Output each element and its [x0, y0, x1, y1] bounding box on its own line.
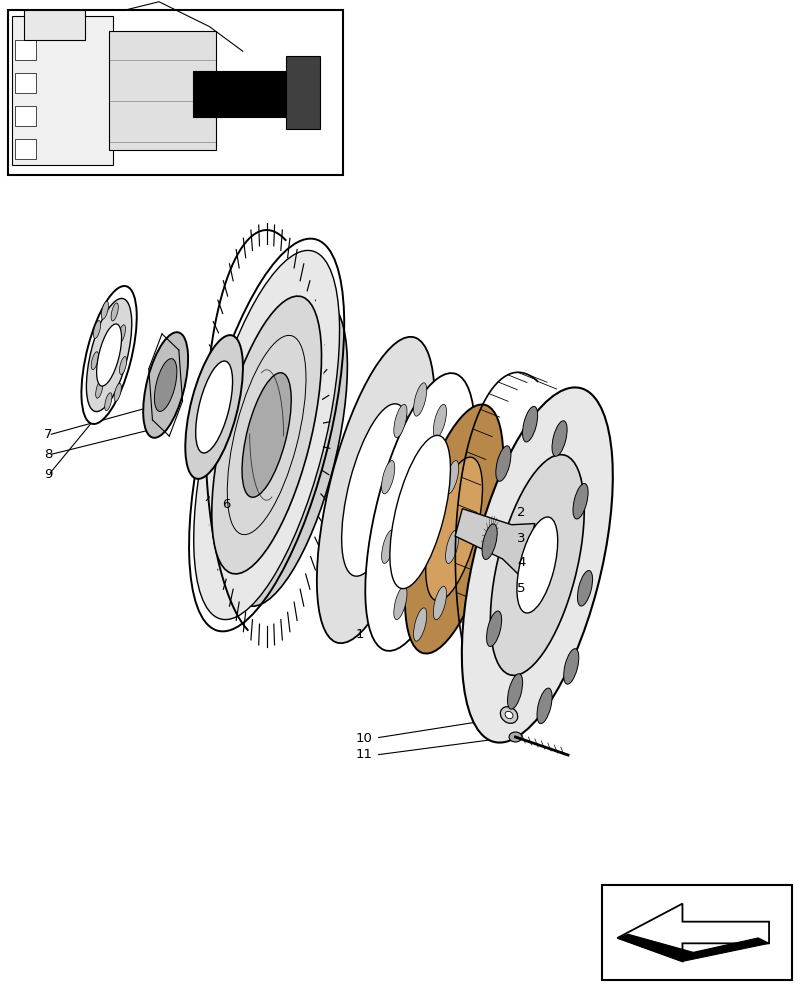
- Ellipse shape: [578, 571, 592, 606]
- Ellipse shape: [97, 324, 121, 386]
- Text: 4: 4: [517, 556, 525, 570]
- Ellipse shape: [105, 393, 112, 411]
- Text: 8: 8: [44, 448, 53, 462]
- Polygon shape: [617, 934, 769, 961]
- Bar: [12, 16, 112, 165]
- Ellipse shape: [91, 352, 99, 370]
- Ellipse shape: [154, 359, 177, 411]
- Ellipse shape: [393, 586, 407, 620]
- Ellipse shape: [517, 517, 558, 613]
- Text: 10: 10: [356, 732, 372, 744]
- Ellipse shape: [212, 296, 322, 574]
- Text: 1: 1: [356, 629, 364, 642]
- Ellipse shape: [414, 383, 427, 416]
- Bar: [15, 40, 36, 60]
- Ellipse shape: [226, 300, 347, 606]
- Ellipse shape: [390, 435, 450, 589]
- Ellipse shape: [507, 674, 523, 709]
- Ellipse shape: [101, 301, 108, 319]
- Bar: [8, 10, 343, 175]
- Ellipse shape: [445, 530, 459, 563]
- Ellipse shape: [365, 373, 475, 651]
- Ellipse shape: [381, 461, 395, 494]
- Polygon shape: [455, 509, 535, 577]
- Ellipse shape: [496, 446, 511, 481]
- Text: 9: 9: [44, 468, 53, 482]
- Ellipse shape: [433, 404, 447, 438]
- Ellipse shape: [433, 586, 447, 620]
- Ellipse shape: [552, 421, 567, 456]
- Ellipse shape: [426, 457, 482, 601]
- Ellipse shape: [500, 707, 518, 723]
- Text: 2: 2: [517, 506, 526, 520]
- Ellipse shape: [405, 404, 503, 654]
- Bar: [286, 56, 320, 129]
- Ellipse shape: [509, 732, 522, 742]
- Ellipse shape: [486, 611, 502, 647]
- Ellipse shape: [393, 404, 407, 438]
- Bar: [24, 10, 85, 40]
- Bar: [192, 71, 286, 117]
- Ellipse shape: [445, 461, 459, 494]
- Ellipse shape: [86, 298, 132, 412]
- Polygon shape: [617, 904, 769, 961]
- Ellipse shape: [523, 406, 537, 442]
- Ellipse shape: [194, 250, 339, 620]
- Ellipse shape: [82, 286, 137, 424]
- Ellipse shape: [94, 321, 101, 338]
- Ellipse shape: [537, 688, 552, 724]
- Bar: [602, 885, 792, 980]
- Ellipse shape: [120, 357, 127, 374]
- Ellipse shape: [482, 524, 497, 559]
- Text: 6: 6: [222, 498, 230, 512]
- Bar: [15, 139, 36, 159]
- Ellipse shape: [564, 649, 579, 684]
- Ellipse shape: [573, 483, 588, 519]
- Ellipse shape: [185, 335, 243, 479]
- Ellipse shape: [414, 608, 427, 641]
- Text: 5: 5: [517, 582, 526, 594]
- Ellipse shape: [95, 380, 103, 398]
- Ellipse shape: [381, 530, 395, 563]
- Bar: [108, 31, 216, 150]
- Text: 3: 3: [517, 532, 526, 544]
- Ellipse shape: [490, 455, 584, 675]
- Ellipse shape: [114, 383, 121, 401]
- Text: 11: 11: [356, 748, 372, 762]
- Text: 7: 7: [44, 428, 53, 442]
- Ellipse shape: [242, 373, 291, 497]
- Ellipse shape: [266, 400, 308, 506]
- Ellipse shape: [342, 404, 410, 576]
- Ellipse shape: [118, 325, 125, 343]
- Ellipse shape: [462, 387, 612, 743]
- Bar: [15, 106, 36, 125]
- Ellipse shape: [317, 337, 435, 643]
- Ellipse shape: [143, 332, 188, 438]
- Ellipse shape: [505, 711, 513, 719]
- Bar: [15, 73, 36, 93]
- Ellipse shape: [209, 289, 324, 581]
- Ellipse shape: [111, 303, 118, 321]
- Ellipse shape: [196, 361, 233, 453]
